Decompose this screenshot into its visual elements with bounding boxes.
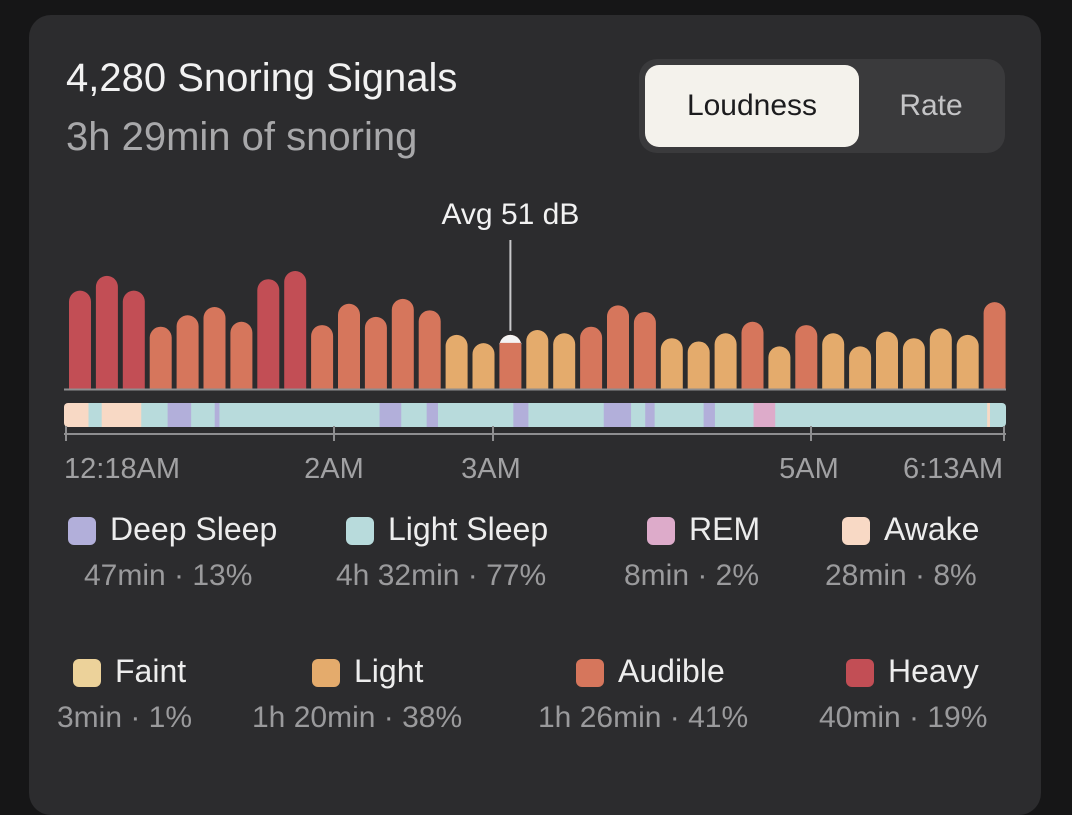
- legend-value: 28min · 8%: [825, 559, 977, 592]
- loudness-bar: [257, 279, 280, 389]
- stage-segment: [219, 403, 381, 427]
- stage-segment: [64, 403, 89, 427]
- loudness-bar: [445, 334, 468, 389]
- loudness-bar: [391, 298, 414, 389]
- loudness-bar: [660, 338, 683, 389]
- average-label: Avg 51 dB: [441, 198, 579, 231]
- loudness-bar: [553, 333, 576, 389]
- loudness-bar: [983, 302, 1006, 389]
- stage-segment: [989, 403, 1006, 427]
- loudness-bar: [580, 326, 603, 389]
- legend-label: Light Sleep: [388, 511, 549, 547]
- loudness-bar: [607, 305, 629, 389]
- stage-segment: [167, 403, 192, 427]
- legend-value: 40min · 19%: [819, 701, 988, 734]
- loudness-bar: [714, 333, 737, 389]
- loudness-bar: [176, 315, 199, 389]
- loudness-bar: [822, 333, 845, 389]
- loudness-bar: [741, 321, 764, 389]
- stage-segment: [379, 403, 402, 427]
- time-tick-label: 5AM: [779, 453, 839, 485]
- loudness-bar: [876, 331, 898, 389]
- loudness-bar: [364, 316, 387, 389]
- loudness-bar: [633, 311, 656, 389]
- stage-segment: [101, 403, 142, 427]
- legend-label: Audible: [618, 653, 725, 689]
- stage-segment: [703, 403, 716, 427]
- sleep-stage-timeline: [64, 403, 1006, 427]
- stage-segment: [401, 403, 428, 427]
- stage-segment: [654, 403, 705, 427]
- loudness-bar: [902, 338, 925, 389]
- legend-value: 1h 20min · 38%: [252, 701, 463, 734]
- legend-value: 1h 26min · 41%: [538, 701, 749, 734]
- loudness-bar: [338, 303, 360, 389]
- loudness-bar: [203, 307, 226, 389]
- stage-segment: [191, 403, 216, 427]
- time-tick-label: 3AM: [461, 453, 521, 485]
- loudness-bar: [472, 343, 495, 389]
- stage-segment: [141, 403, 169, 427]
- stage-segment: [603, 403, 632, 427]
- stage-segment: [987, 403, 991, 427]
- metric-toggle: Loudness Rate: [639, 59, 1005, 153]
- loudness-bar: [499, 334, 522, 389]
- loudness-bar: [95, 275, 118, 389]
- legend-swatch: [73, 659, 101, 687]
- stage-segment: [214, 403, 220, 427]
- stage-segment: [631, 403, 646, 427]
- page-title: 4,280 Snoring Signals: [66, 56, 458, 100]
- loudness-bar: [122, 290, 145, 389]
- legend-swatch: [846, 659, 874, 687]
- loudness-bar: [956, 334, 979, 389]
- loudness-bar: [526, 330, 549, 389]
- average-marker: [499, 334, 522, 346]
- loudness-bar: [284, 271, 307, 389]
- legend-value: 4h 32min · 77%: [336, 559, 547, 592]
- stage-segment: [775, 403, 988, 427]
- legend-swatch: [312, 659, 340, 687]
- stage-segment: [528, 403, 605, 427]
- time-tick-label: 12:18AM: [64, 453, 180, 485]
- snoring-duration: 3h 29min of snoring: [66, 115, 418, 159]
- stage-segment: [645, 403, 656, 427]
- stage-segment: [437, 403, 514, 427]
- legend-label: Awake: [884, 511, 980, 547]
- legend-label: Light: [354, 653, 424, 689]
- legend-swatch: [346, 517, 374, 545]
- legend-label: REM: [689, 511, 761, 547]
- legend-value: 47min · 13%: [84, 559, 253, 592]
- loudness-bar: [795, 325, 818, 389]
- loudness-bar: [311, 325, 334, 389]
- time-tick-label: 6:13AM: [903, 453, 1003, 485]
- stage-segment: [88, 403, 103, 427]
- legend-label: Deep Sleep: [110, 511, 278, 547]
- legend-swatch: [68, 517, 96, 545]
- loudness-bar: [849, 346, 872, 389]
- legend-swatch: [647, 517, 675, 545]
- loudness-chart: Avg 51 dB 12:18AM 2AM 3AM 5AM 6:13AM: [64, 198, 1006, 485]
- legend-swatch: [842, 517, 870, 545]
- loudness-bar: [768, 346, 791, 389]
- rate-tab[interactable]: Rate: [899, 89, 963, 122]
- stage-segment: [513, 403, 529, 427]
- loudness-bar: [149, 326, 172, 389]
- loudness-bar: [69, 290, 92, 389]
- loudness-tab[interactable]: Loudness: [645, 65, 859, 147]
- loudness-bar: [929, 328, 952, 389]
- time-tick-label: 2AM: [304, 453, 364, 485]
- stage-segment: [714, 403, 755, 427]
- stage-segment: [753, 403, 776, 427]
- legend-label: Heavy: [888, 653, 979, 689]
- loudness-bar: [687, 341, 710, 389]
- legend-value: 8min · 2%: [624, 559, 760, 592]
- legend-swatch: [576, 659, 604, 687]
- loudness-bar: [230, 321, 253, 389]
- loudness-bar: [418, 310, 441, 389]
- stage-segment: [426, 403, 439, 427]
- legend-label: Faint: [115, 653, 187, 689]
- legend-value: 3min · 1%: [57, 701, 193, 734]
